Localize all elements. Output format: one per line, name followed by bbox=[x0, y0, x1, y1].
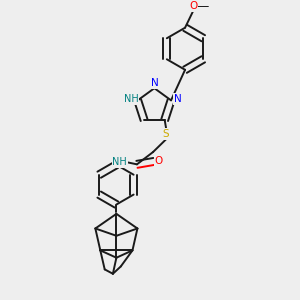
Text: N: N bbox=[174, 94, 182, 104]
Text: N: N bbox=[151, 78, 159, 88]
Text: NH: NH bbox=[124, 94, 139, 104]
Text: S: S bbox=[163, 129, 169, 139]
Text: O: O bbox=[154, 156, 163, 166]
Text: O: O bbox=[189, 2, 198, 11]
Text: NH: NH bbox=[112, 157, 127, 167]
